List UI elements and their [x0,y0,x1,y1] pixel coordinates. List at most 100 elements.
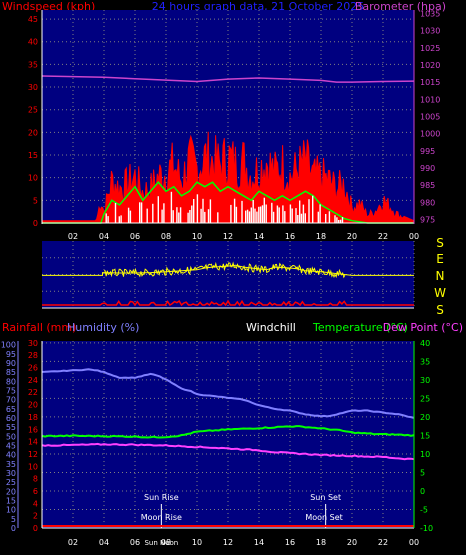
calm-bar [319,204,321,223]
rain-y-tick: 22 [28,388,38,397]
wind-y-tick: 25 [28,106,38,115]
sun-noon-label: Sun Noon [144,539,178,547]
sunrise-label: Sun Rise [144,493,179,502]
wind-y-tick: 30 [28,83,38,92]
calm-bar [259,206,262,223]
wind-direction-scatter [104,261,346,279]
baro-y-tick: 975 [420,216,435,225]
calm-bar [139,202,141,223]
rain-y-tick: 0 [33,524,38,533]
calm-bar [272,211,275,223]
windchill-label: Windchill [246,321,296,334]
temperature-axis-title: Temperature (°C) [312,321,408,334]
rain-y-tick: 18 [28,413,38,422]
wind-x-tick: 12 [223,232,233,241]
temp-y-tick: 15 [420,431,430,440]
humidity-y-tick: 5 [11,515,16,524]
calm-bar [146,208,148,223]
humidity-line [41,368,415,419]
rainfall-axis-title: Rainfall (mm) [2,321,76,334]
calm-bar [209,199,212,223]
calm-bar [308,199,310,223]
temperature-line [41,425,415,439]
temp-x-tick: 18 [316,538,326,547]
calm-bar [129,210,132,223]
calm-bar [299,200,301,223]
humidity-y-tick: 15 [6,497,16,506]
temp-y-tick: 5 [420,468,425,477]
calm-bar [300,213,303,223]
direction-panel [42,241,414,308]
moonset-label: Moon Set [305,513,342,522]
calm-bar [179,207,182,223]
calm-bar [284,211,286,223]
barometer-axis-title: Barometer (hpa) [355,0,446,13]
rain-y-tick: 24 [28,376,38,385]
calm-bar [252,199,254,223]
calm-bar [328,211,331,223]
calm-bar [235,206,238,223]
calm-bar [105,213,107,223]
dir-label-e: E [436,252,444,266]
calm-bar [278,207,280,223]
humidity-axis-title: Humidity (%) [67,321,139,334]
calm-bar [334,215,336,223]
wind-axis-title: Windspeed (kph) [2,0,95,13]
temp-y-tick: -5 [420,505,428,514]
calm-bar [317,211,319,223]
baro-y-tick: 1035 [420,9,440,18]
calm-bar [289,204,292,223]
wind-x-tick: 10 [192,232,202,241]
rain-y-tick: 30 [28,339,38,348]
wind-x-tick: 22 [378,232,388,241]
calm-bar [152,203,154,223]
dewpoint-line [41,442,415,461]
calm-bar [170,191,173,223]
wind-x-tick: 06 [130,232,140,241]
calm-bar [217,212,219,223]
humidity-y-tick: 25 [6,478,16,487]
dewpoint-axis-title: Dew Point (°C) [383,321,463,334]
wind-x-tick: 16 [285,232,295,241]
humidity-y-tick: 10 [6,506,16,515]
dir-label-w: W [434,286,446,300]
calm-bar [107,216,109,223]
humidity-y-tick: 50 [6,432,16,441]
humidity-y-tick: 90 [6,359,16,368]
rain-y-tick: 2 [33,512,38,521]
humidity-y-tick: 75 [6,387,16,396]
calm-bar [189,210,191,223]
temp-y-tick: 40 [420,339,430,348]
direction-floor-trace [42,299,414,307]
calm-bar [261,205,264,223]
calm-bar [297,215,299,223]
wind-x-tick: 00 [409,232,419,241]
temp-x-tick: 14 [254,538,264,547]
temp-y-tick: 0 [420,487,425,496]
wind-y-tick: 15 [28,151,38,160]
rain-y-tick: 16 [28,425,38,434]
calm-bar [339,219,342,223]
calm-bar [254,208,256,223]
calm-bar [336,217,338,223]
wind-x-tick: 14 [254,232,264,241]
windspeed-area [41,131,415,224]
dir-label-s1: S [436,236,444,250]
temp-y-tick: -10 [420,524,433,533]
temp-y-tick: 20 [420,413,430,422]
rain-y-tick: 12 [28,450,38,459]
sunset-label: Sun Set [310,493,341,502]
calm-bar [161,209,163,223]
calm-bar [120,215,122,223]
humidity-y-tick: 85 [6,368,16,377]
calm-bar [140,202,143,223]
calm-bar [304,213,306,223]
baro-y-tick: 1015 [420,78,440,87]
calm-bar [196,194,199,223]
temp-y-tick: 25 [420,394,430,403]
calm-bar [207,209,210,223]
calm-bar [258,206,260,223]
humidity-y-tick: 20 [6,487,16,496]
calm-bar [202,198,204,223]
